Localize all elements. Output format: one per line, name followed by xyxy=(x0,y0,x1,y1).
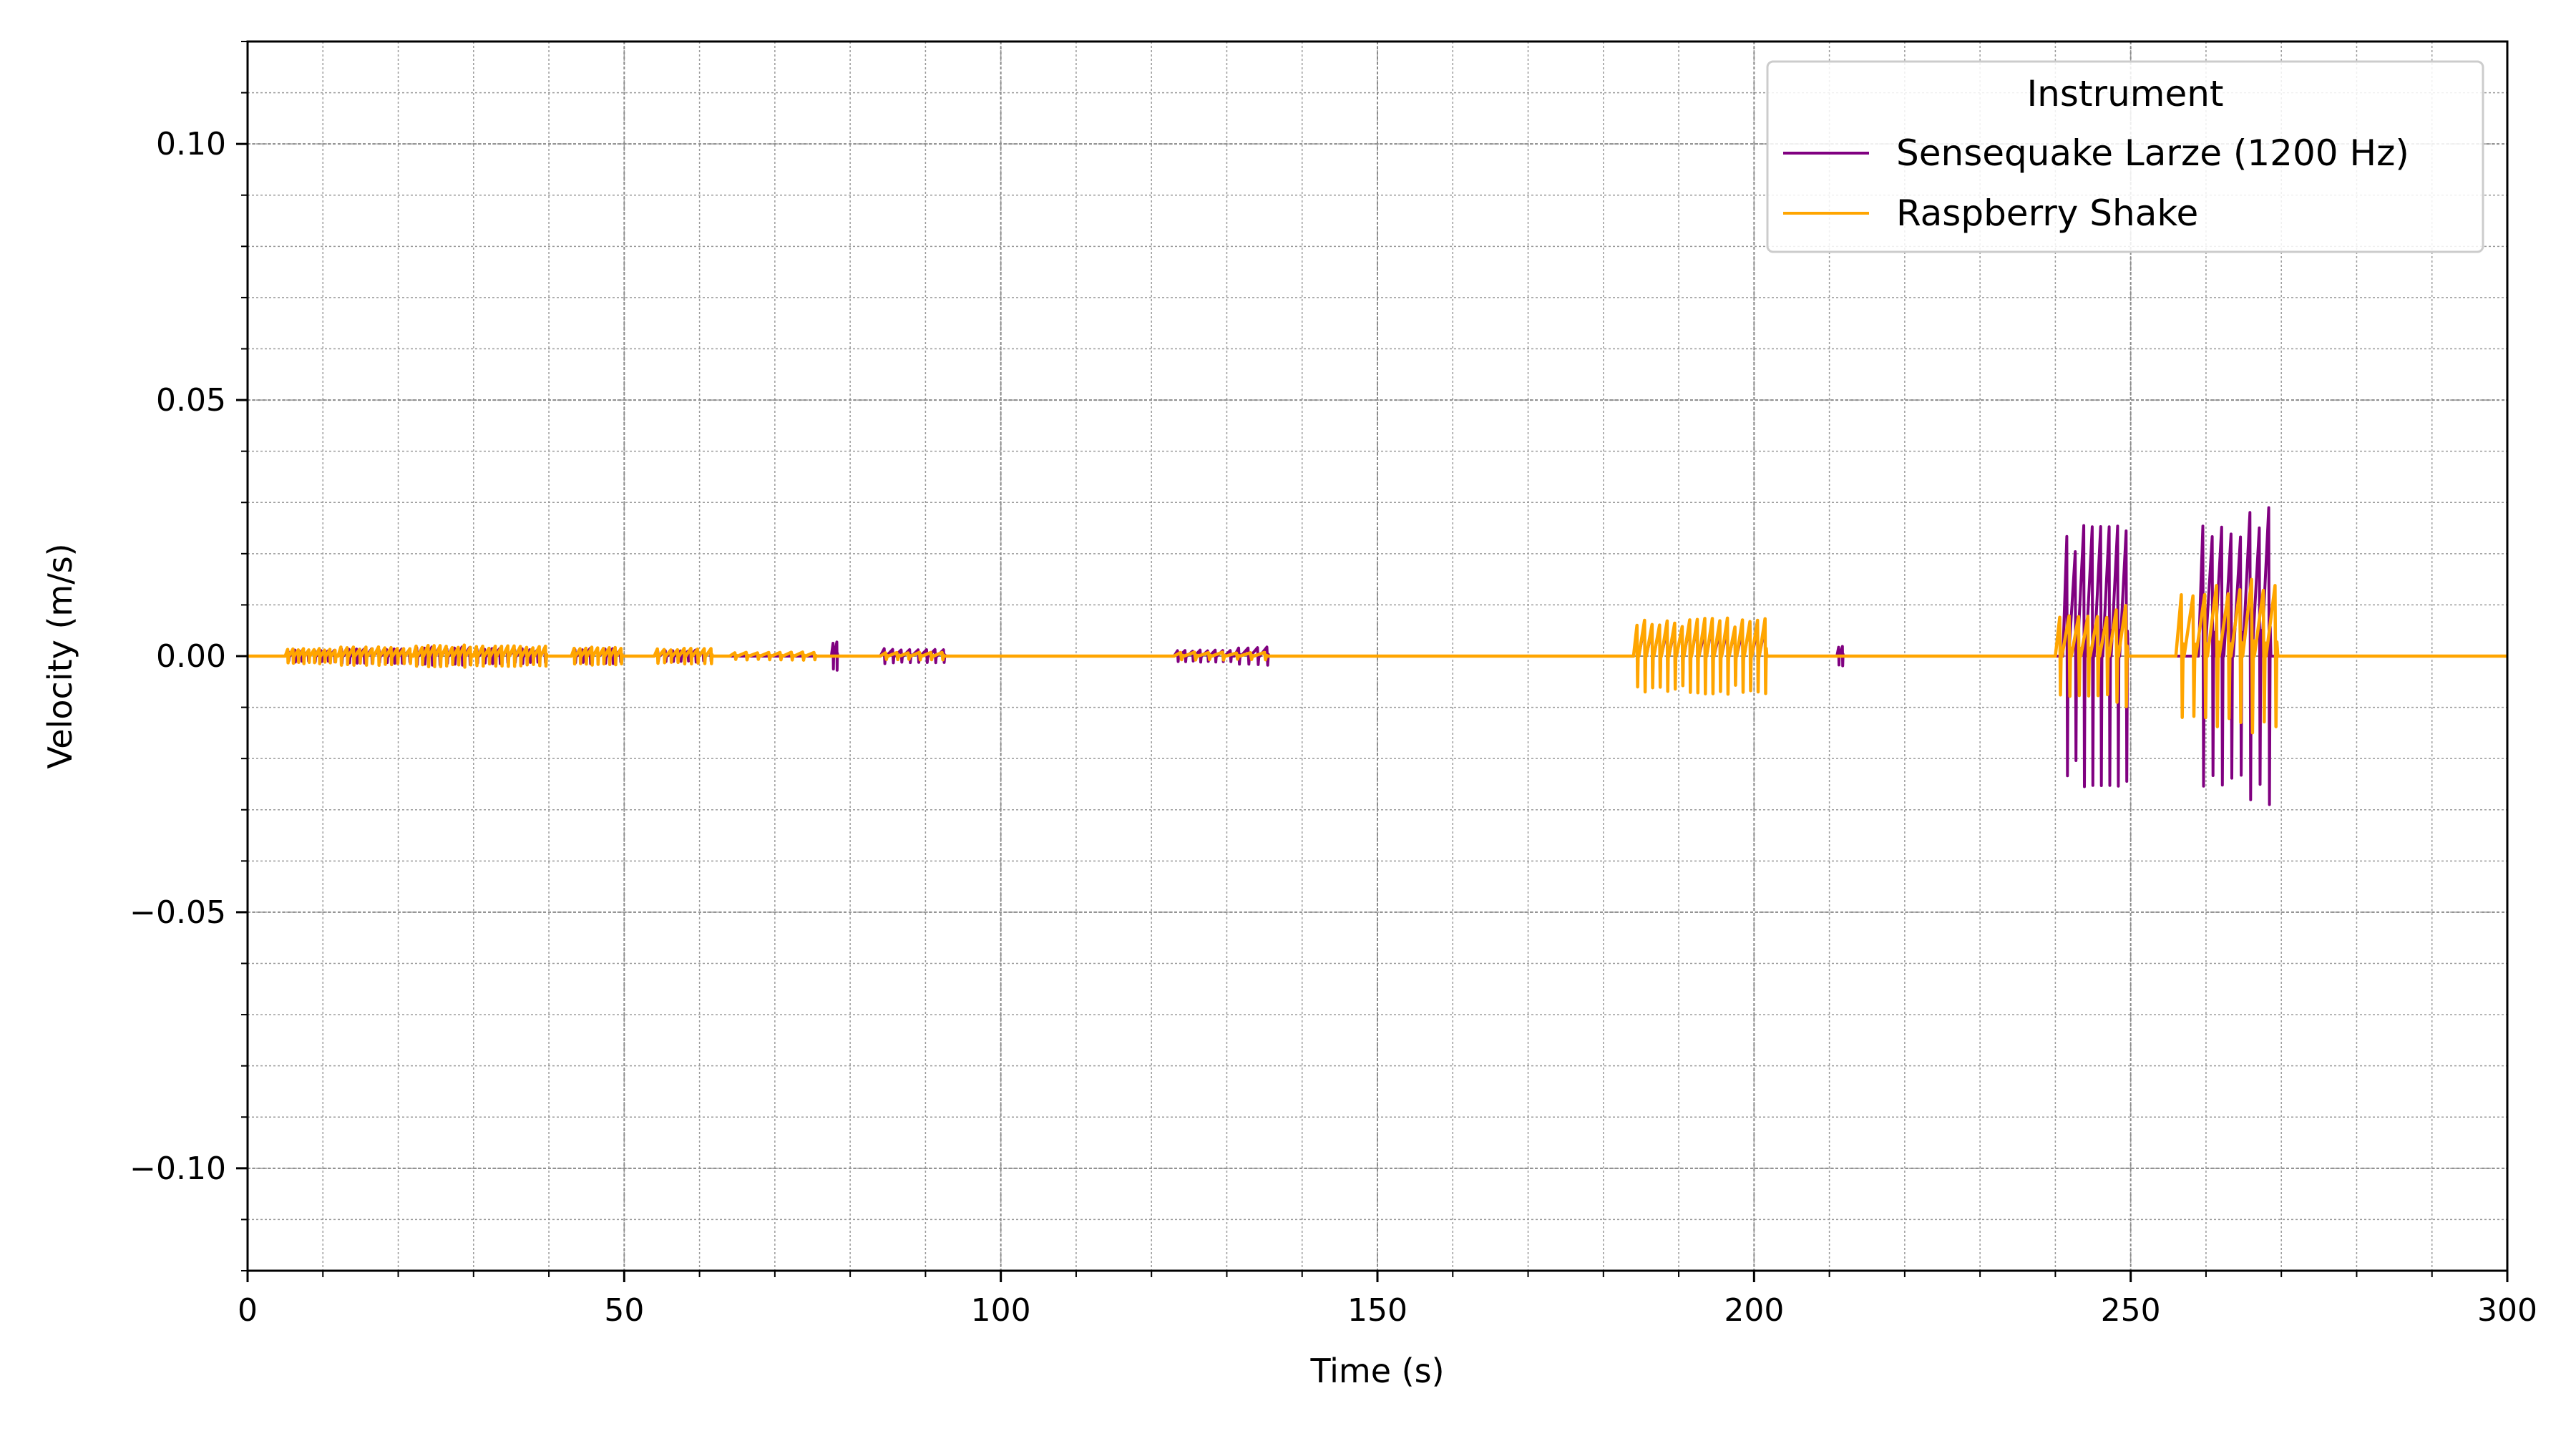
series-line-raspberry-shake xyxy=(248,577,2507,735)
legend-title: Instrument xyxy=(2026,73,2223,114)
x-axis-ticks: 0 50 100 150 200 250 300 xyxy=(238,1271,2537,1329)
x-tick-label: 200 xyxy=(1724,1292,1784,1329)
x-tick-label: 300 xyxy=(2477,1292,2537,1329)
x-axis-title: Time (s) xyxy=(1309,1352,1444,1390)
series-layer xyxy=(248,506,2507,806)
y-tick-label: 0.05 xyxy=(156,382,226,419)
x-tick-label: 0 xyxy=(238,1292,258,1329)
y-tick-label: −0.10 xyxy=(130,1151,226,1187)
y-tick-label: 0.10 xyxy=(156,126,226,162)
x-tick-label: 150 xyxy=(1347,1292,1407,1329)
legend-label-raspberry-shake: Raspberry Shake xyxy=(1896,192,2198,234)
x-tick-label: 50 xyxy=(604,1292,644,1329)
y-axis-ticks: −0.10 −0.05 0.00 0.05 0.10 xyxy=(130,41,248,1271)
x-tick-label: 100 xyxy=(971,1292,1031,1329)
x-tick-label: 250 xyxy=(2101,1292,2161,1329)
legend-box xyxy=(1766,60,2484,253)
legend: Instrument Sensequake Larze (1200 Hz) Ra… xyxy=(1766,60,2484,253)
y-tick-label: −0.05 xyxy=(130,894,226,931)
legend-label-sensequake: Sensequake Larze (1200 Hz) xyxy=(1896,132,2409,174)
y-axis-title: Velocity (m/s) xyxy=(41,543,79,768)
y-tick-label: 0.00 xyxy=(156,638,226,675)
